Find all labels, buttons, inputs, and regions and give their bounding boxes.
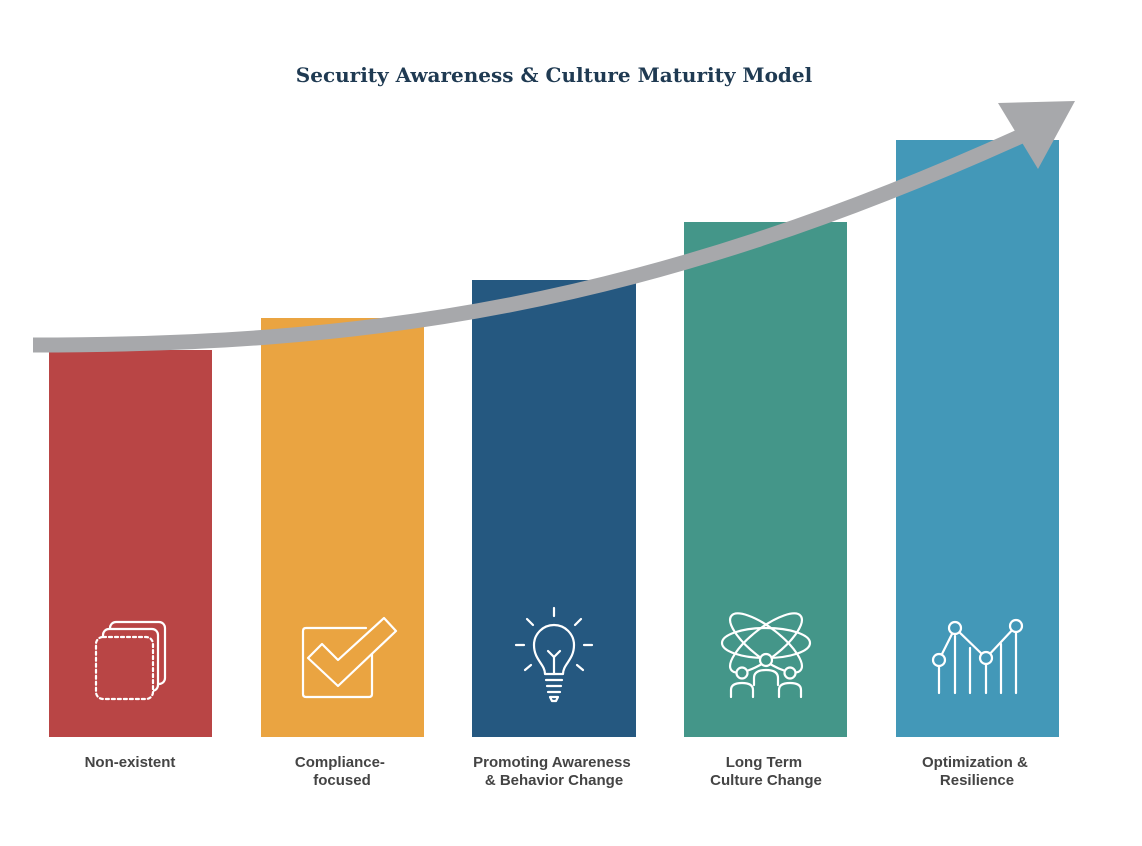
stage-non-existent: Non-existent [49,350,212,771]
growth-arrow-curve [32,125,1034,353]
stage-compliance-focused: Compliance- focused [261,318,424,789]
stage-promoting-awareness: Promoting Awareness & Behavior Change [472,280,636,789]
people-network-icon [720,612,812,699]
growth-arrow [32,101,1075,353]
lightbulb-icon [514,606,594,703]
line-chart-icon [931,618,1024,695]
growth-arrow-head [998,101,1075,169]
stage-bar [684,222,847,737]
stage-label: Compliance- focused [295,754,389,789]
stage-label: Promoting Awareness & Behavior Change [473,754,635,789]
diagram-title: Security Awareness & Culture Maturity Mo… [296,63,813,87]
stage-bar [896,140,1059,737]
checkbox-icon [301,616,398,699]
stage-label: Optimization & Resilience [922,754,1032,789]
stage-long-term-culture: Long Term Culture Change [684,222,847,789]
stage-label: Long Term Culture Change [710,754,822,789]
stage-optimization-resilience: Optimization & Resilience [896,140,1059,789]
blank-pages-icon [94,620,167,701]
stage-label: Non-existent [85,754,176,771]
